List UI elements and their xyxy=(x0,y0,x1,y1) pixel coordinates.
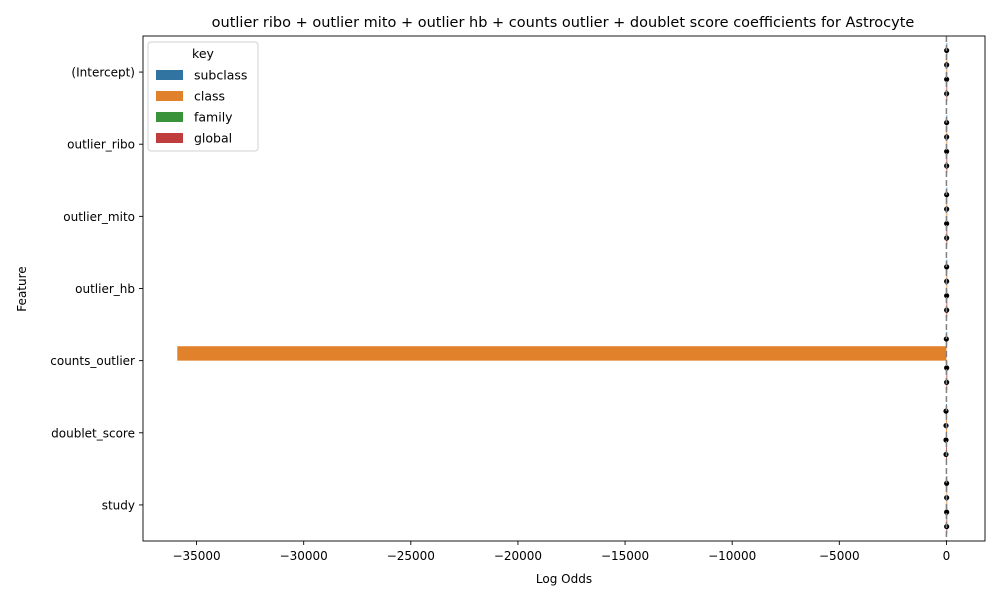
point-subclass-study xyxy=(944,480,950,486)
y-axis-label: Feature xyxy=(15,266,29,311)
chart-title: outlier ribo + outlier mito + outlier hb… xyxy=(212,15,915,31)
x-axis-ticks: −35000 −30000 −25000 −20000 −15000 −10000 −500… xyxy=(172,541,950,563)
point-family-outlier-mito xyxy=(944,220,950,227)
plot-frame xyxy=(142,35,986,542)
legend-label-family: family xyxy=(194,110,233,125)
y-tick-label: study xyxy=(102,498,135,512)
point-family-study xyxy=(944,509,950,515)
legend-items: subclass class family global xyxy=(156,68,247,146)
x-tick-label: −30000 xyxy=(280,549,328,563)
legend-label-global: global xyxy=(194,131,232,146)
point-family-counts-outlier xyxy=(944,365,950,371)
legend-label-subclass: subclass xyxy=(194,68,247,83)
point-family-outlier-hb xyxy=(944,293,950,299)
legend-label-class: class xyxy=(194,89,225,104)
x-tick-label: −25000 xyxy=(387,549,435,563)
x-tick-label: −35000 xyxy=(172,549,220,563)
y-tick-label: outlier_ribo xyxy=(67,138,135,152)
legend-swatch-global xyxy=(156,133,183,143)
legend-box xyxy=(147,41,259,152)
legend-swatch-subclass xyxy=(156,70,183,80)
y-axis-ticks: (Intercept) outlier_ribo outlier_mitooutli… xyxy=(50,66,143,512)
x-tick-label: −10000 xyxy=(708,549,756,563)
points-layer xyxy=(943,47,950,530)
x-tick-label: 0 xyxy=(943,549,951,563)
point-family-intercept xyxy=(944,76,950,82)
legend-swatch-family xyxy=(156,112,183,122)
y-tick-label: outlier_mito xyxy=(63,210,135,224)
bar-class-counts-outlier xyxy=(177,346,947,361)
x-tick-label: −20000 xyxy=(494,549,542,563)
point-family-doublet-score xyxy=(943,437,949,443)
legend-swatch-class xyxy=(156,91,183,101)
point-family-outlier-ribo xyxy=(944,148,950,155)
legend: key subclass class family global xyxy=(147,41,259,152)
x-axis-label: Log Odds xyxy=(536,572,592,586)
x-tick-label: −5000 xyxy=(819,549,860,563)
y-tick-label: outlier_hb xyxy=(75,282,135,296)
bars-layer xyxy=(177,43,948,534)
y-tick-label: (Intercept) xyxy=(71,66,135,80)
y-tick-label: counts_outlier xyxy=(50,354,135,368)
point-subclass-doublet-score xyxy=(943,408,949,414)
x-tick-label: −15000 xyxy=(601,549,649,563)
legend-title: key xyxy=(192,46,214,61)
y-tick-label: doublet_score xyxy=(51,426,135,440)
